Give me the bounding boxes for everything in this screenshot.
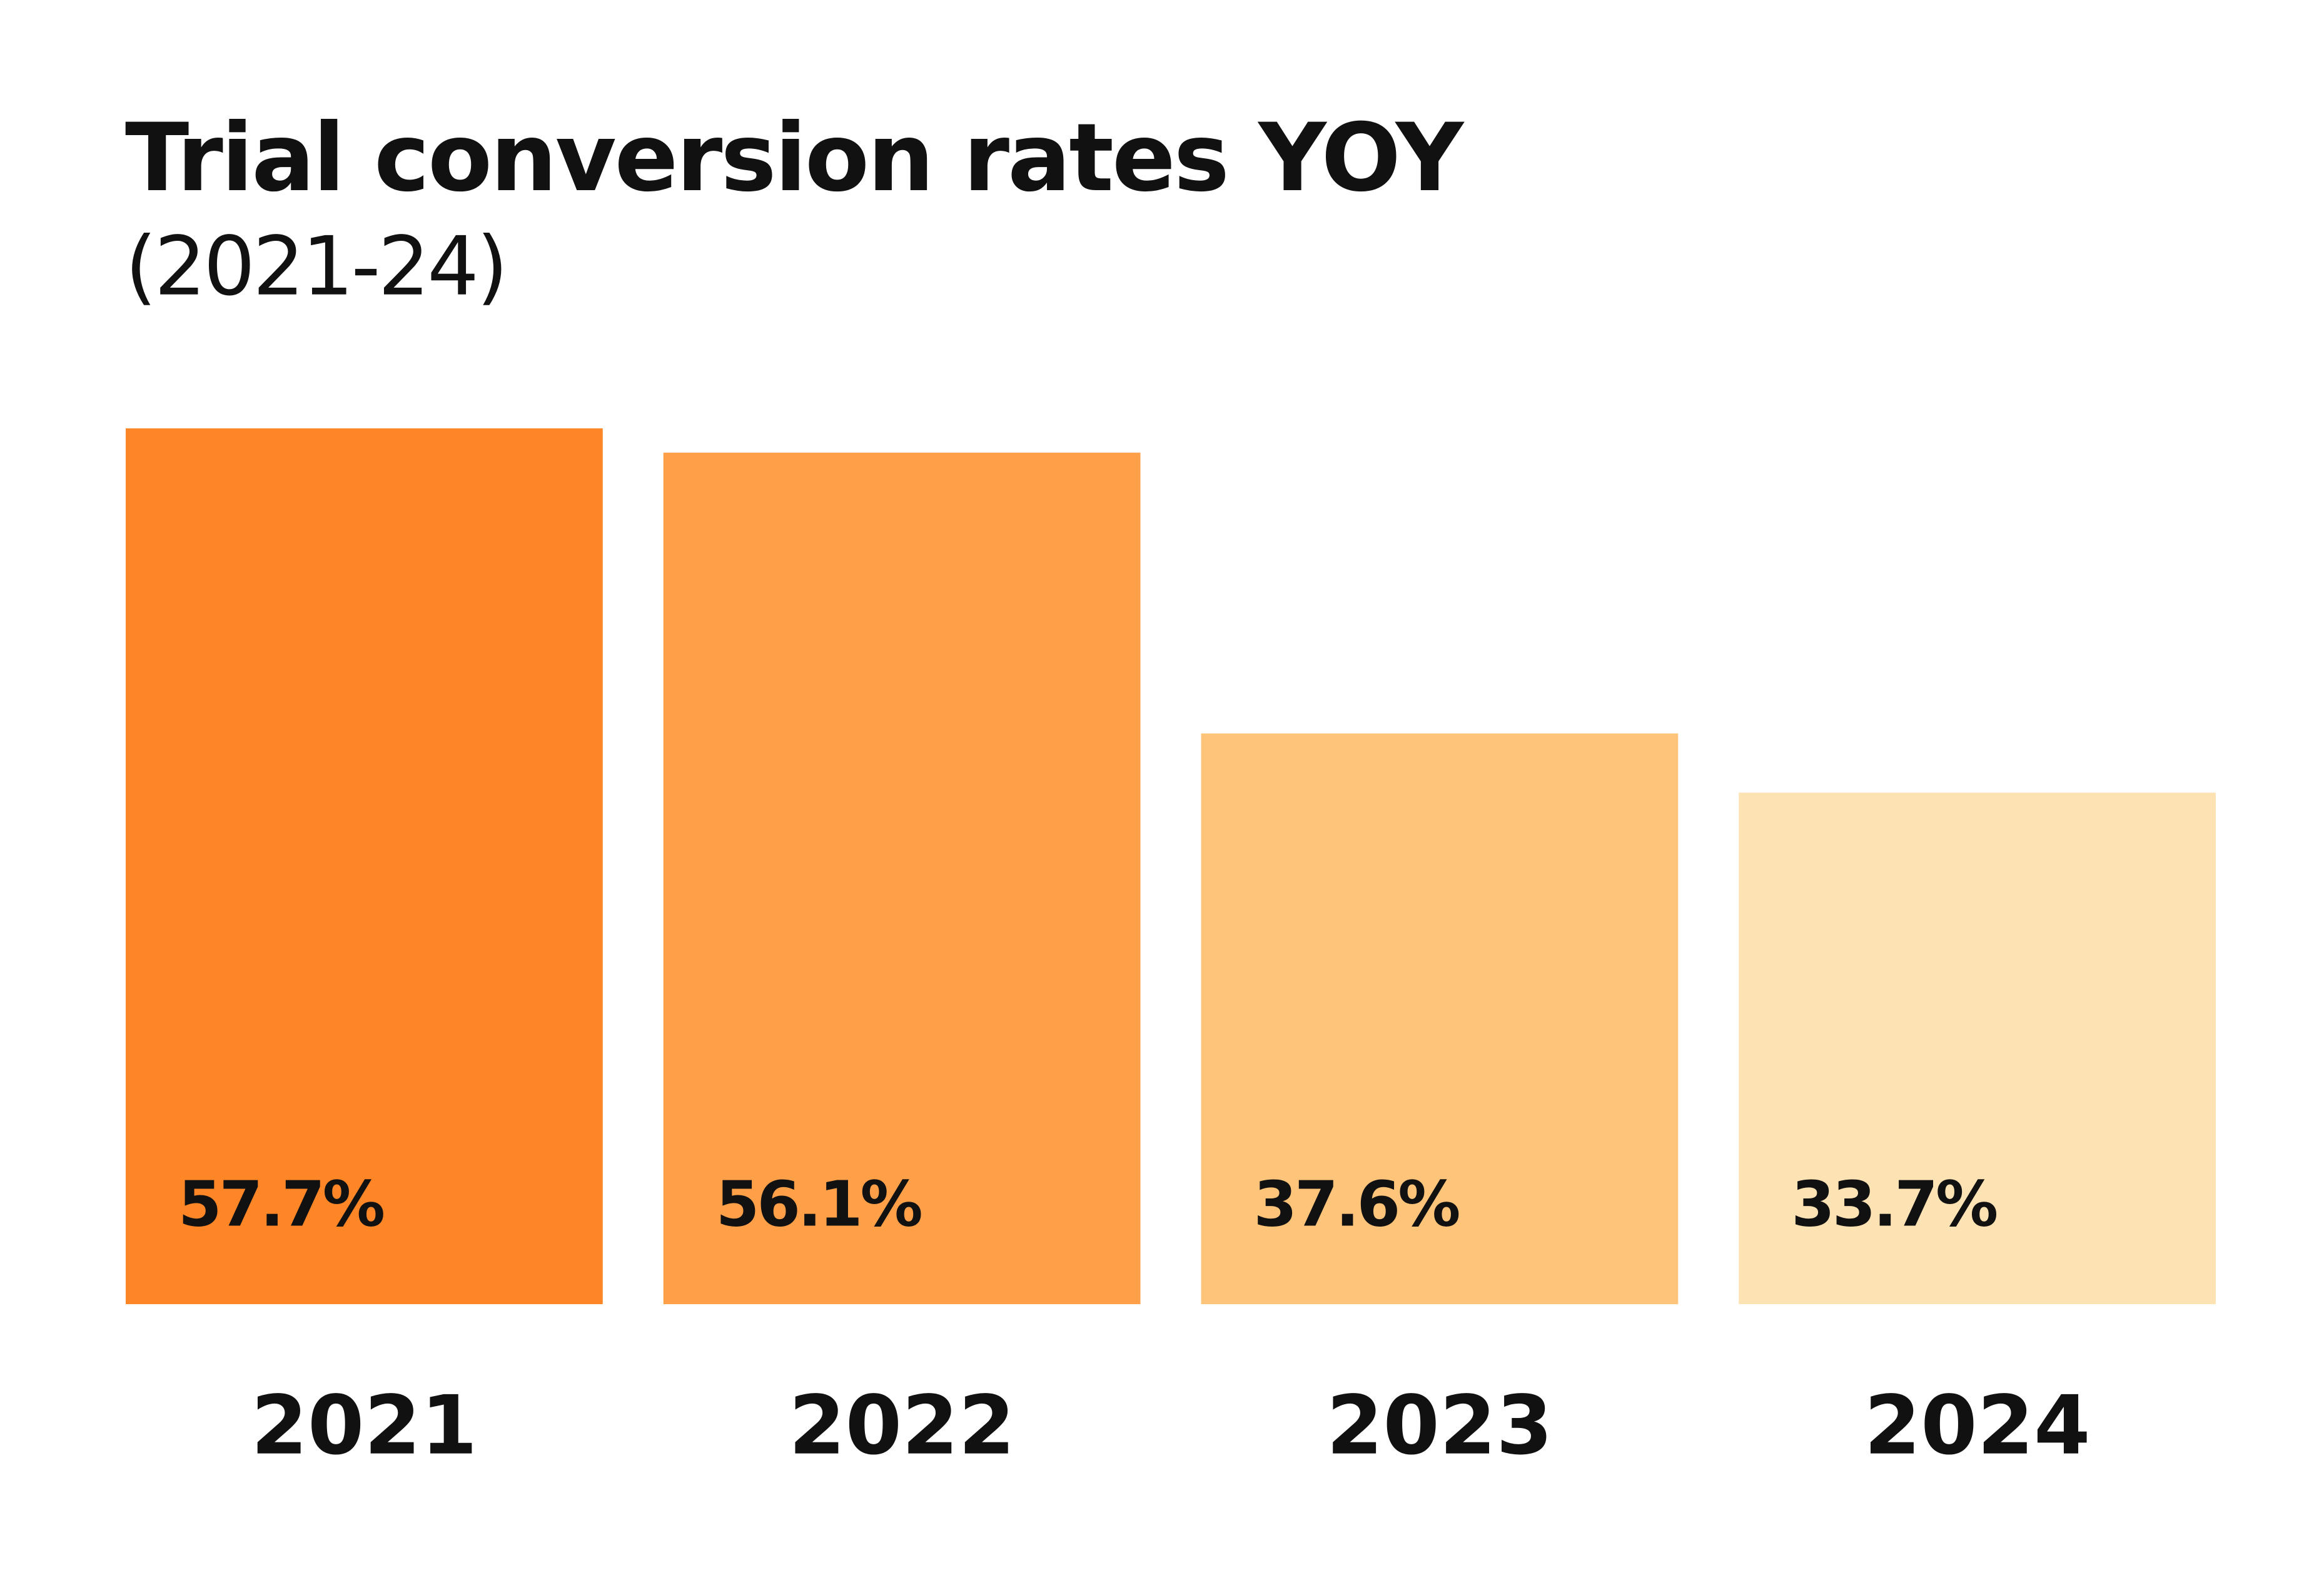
chart-subtitle: (2021-24) <box>125 219 506 314</box>
bar <box>1739 793 2216 1304</box>
x-tick-label: 2022 <box>789 1378 1015 1473</box>
x-tick-label: 2024 <box>1864 1378 2091 1473</box>
value-label: 56.1% <box>716 1167 922 1240</box>
bar <box>126 428 603 1304</box>
x-tick-label: 2023 <box>1326 1378 1553 1473</box>
value-label: 33.7% <box>1791 1167 1997 1240</box>
bar <box>663 452 1141 1304</box>
value-label: 57.7% <box>178 1167 384 1240</box>
x-tick-label: 2021 <box>251 1378 477 1473</box>
value-label: 37.6% <box>1254 1167 1460 1240</box>
chart-title: Trial conversion rates YOY <box>125 104 1465 213</box>
bar <box>1201 733 1679 1304</box>
